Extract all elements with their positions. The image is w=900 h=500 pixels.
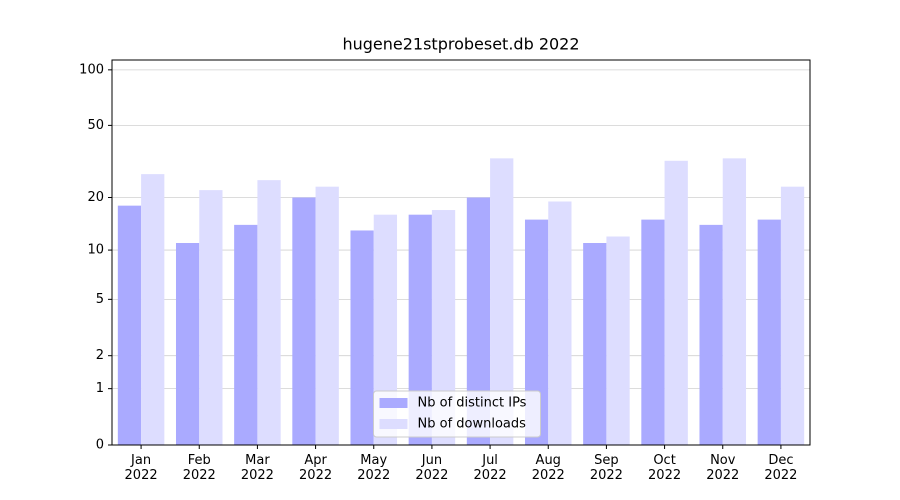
bar <box>141 174 165 445</box>
bar <box>373 214 398 445</box>
bar <box>699 224 723 445</box>
x-tick-label: Sep 2022 <box>589 453 623 483</box>
legend-label: Nb of downloads <box>418 417 527 432</box>
legend-swatch <box>379 398 408 408</box>
y-tick-label: 5 <box>96 292 104 307</box>
bar <box>780 186 805 446</box>
bar <box>350 230 374 445</box>
x-tick-label: May 2022 <box>357 453 391 483</box>
bar <box>583 243 607 445</box>
grid <box>112 69 810 446</box>
x-tick-label: Dec 2022 <box>764 453 798 483</box>
axes-frame <box>111 59 811 446</box>
bar <box>199 190 223 445</box>
y-tick-label: 10 <box>87 243 104 258</box>
x-tick-label: Apr 2022 <box>299 453 333 483</box>
bar <box>757 219 781 445</box>
legend-swatch <box>379 419 408 429</box>
bar <box>234 224 258 445</box>
x-tick-label: Aug 2022 <box>531 453 565 483</box>
y-tick-label: 1 <box>96 381 104 396</box>
y-tick-label: 2 <box>96 348 104 363</box>
bar <box>524 219 549 445</box>
bar <box>466 197 491 445</box>
x-tick-label: Feb 2022 <box>182 453 216 483</box>
bar <box>722 158 747 445</box>
legend-box <box>373 390 541 438</box>
x-tick-label: Jun 2022 <box>415 453 449 483</box>
bar <box>117 205 142 445</box>
y-tick-label: 50 <box>87 118 104 133</box>
x-tick-label: Nov 2022 <box>706 453 740 483</box>
bar <box>292 197 316 445</box>
bar <box>315 186 339 446</box>
bar <box>408 214 432 445</box>
bar <box>606 236 630 445</box>
bar <box>431 210 456 445</box>
bar <box>548 201 572 445</box>
x-tick-label: Oct 2022 <box>648 453 682 483</box>
x-tick-label: Jul 2022 <box>473 453 507 483</box>
x-tick-label: Mar 2022 <box>240 453 274 483</box>
bar <box>664 160 688 445</box>
y-tick-label: 100 <box>79 62 104 77</box>
y-tick-label: 0 <box>96 438 104 453</box>
bar <box>175 243 200 445</box>
bar <box>490 158 514 445</box>
chart-title: hugene21stprobeset.db 2022 <box>342 35 579 54</box>
bar <box>641 219 665 445</box>
legend-label: Nb of distinct IPs <box>418 396 527 411</box>
y-tick-label: 20 <box>87 190 104 205</box>
bar <box>257 180 281 445</box>
x-tick-label: Jan 2022 <box>124 453 158 483</box>
